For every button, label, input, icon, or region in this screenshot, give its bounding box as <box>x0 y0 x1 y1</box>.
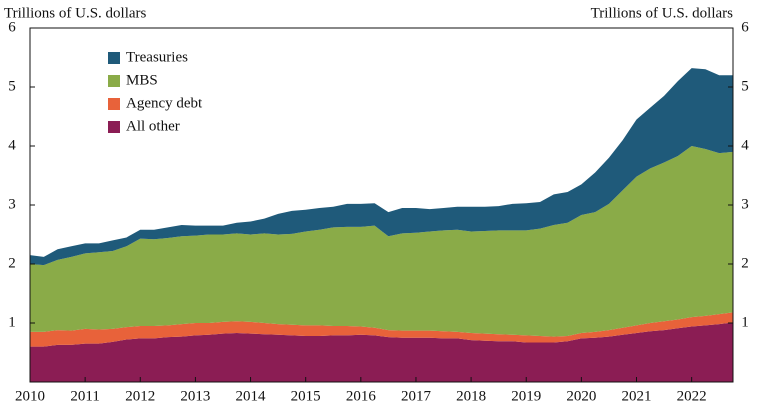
legend-swatch <box>108 75 120 87</box>
y-tick-label: 2 <box>8 255 16 271</box>
legend-label: Treasuries <box>126 49 188 65</box>
x-tick-label: 2020 <box>566 388 596 404</box>
y-axis-label-right: Trillions of U.S. dollars <box>591 5 734 21</box>
y-tick-label: 3 <box>8 196 16 212</box>
y-tick-label-right: 1 <box>741 314 749 330</box>
x-tick-label: 2015 <box>291 388 321 404</box>
legend-swatch <box>108 52 120 64</box>
x-tick-label: 2019 <box>511 388 541 404</box>
x-tick-label: 2011 <box>70 388 99 404</box>
area <box>30 68 733 266</box>
y-tick-label: 1 <box>8 314 16 330</box>
y-tick-label-right: 4 <box>741 137 749 153</box>
y-axis-label-left: Trillions of U.S. dollars <box>4 5 147 21</box>
legend-label: MBS <box>126 72 158 88</box>
legend-label: All other <box>126 118 180 134</box>
x-tick-label: 2017 <box>401 388 432 404</box>
x-tick-label: 2013 <box>180 388 210 404</box>
y-tick-label-right: 3 <box>741 196 749 212</box>
y-tick-label-right: 6 <box>741 19 749 35</box>
area <box>30 146 733 337</box>
y-tick-label-right: 2 <box>741 255 749 271</box>
x-tick-label: 2021 <box>622 388 652 404</box>
y-tick-label: 4 <box>8 137 16 153</box>
x-tick-label: 2012 <box>125 388 155 404</box>
legend-label: Agency debt <box>126 95 203 111</box>
x-tick-label: 2018 <box>456 388 486 404</box>
y-tick-label-right: 5 <box>741 78 749 94</box>
y-tick-label: 5 <box>8 78 16 94</box>
x-tick-label: 2010 <box>15 388 45 404</box>
y-tick-label: 6 <box>8 19 16 35</box>
x-tick-label: 2022 <box>677 388 707 404</box>
legend-swatch <box>108 98 120 110</box>
area <box>30 322 733 382</box>
legend-swatch <box>108 121 120 133</box>
area <box>30 312 733 347</box>
x-tick-label: 2016 <box>346 388 377 404</box>
x-tick-label: 2014 <box>236 388 267 404</box>
